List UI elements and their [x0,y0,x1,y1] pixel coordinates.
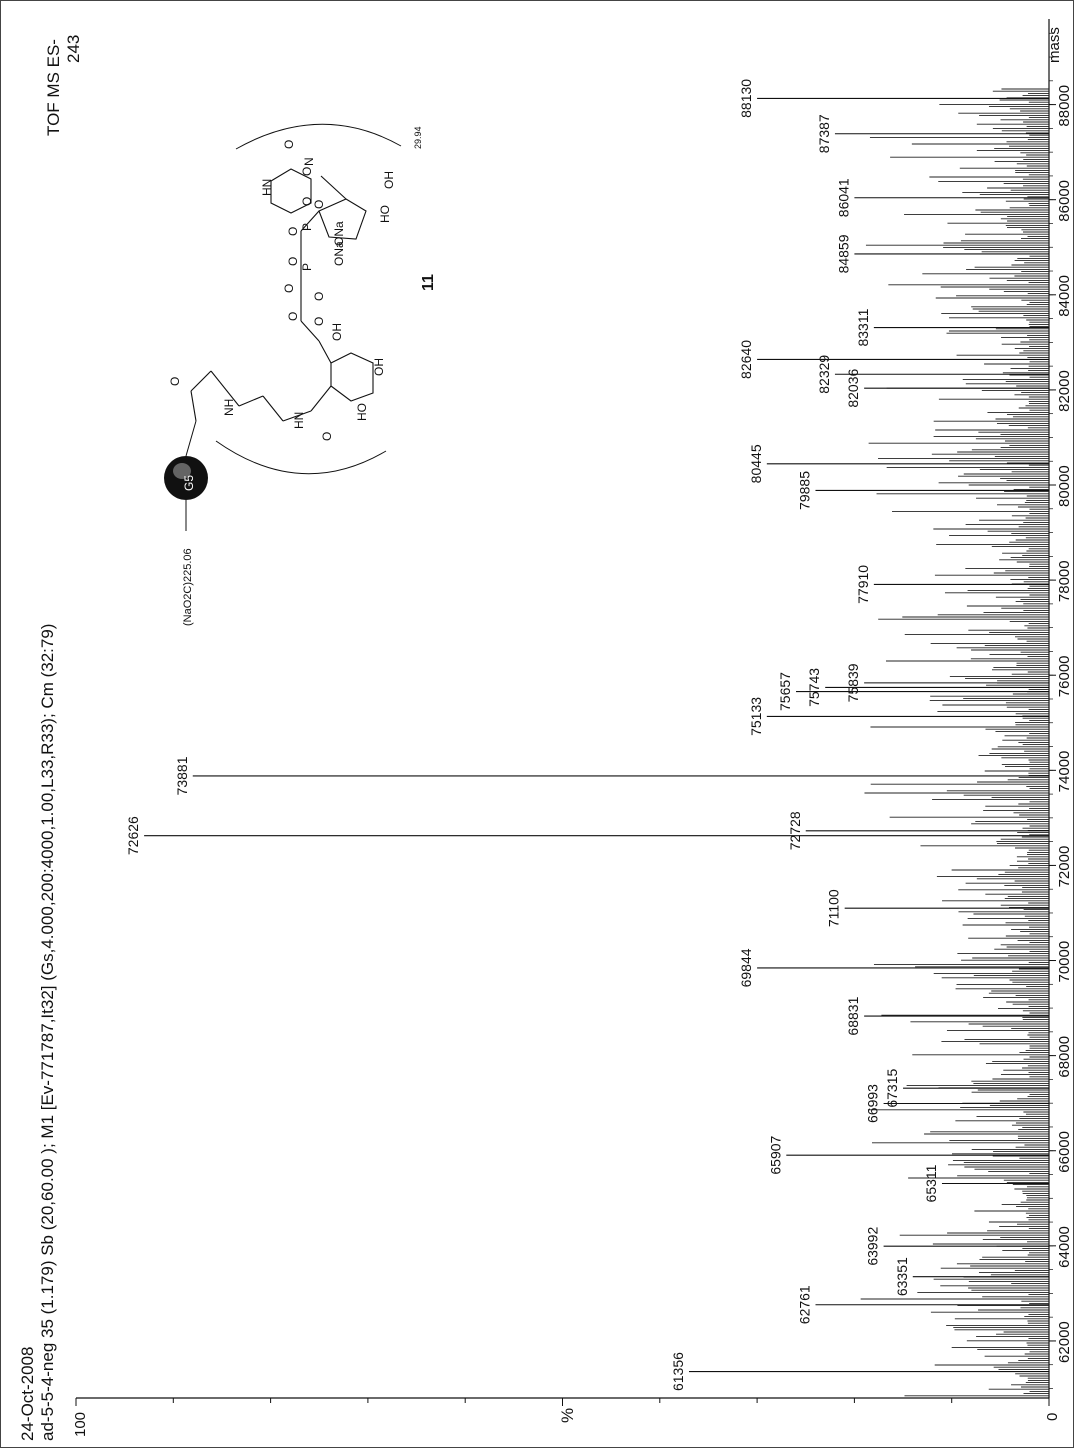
intensity-tick-0: 0 [1044,1413,1061,1421]
structure-atom-label: O [282,140,296,149]
structure-atom-label: ONa [332,241,346,266]
header-count: 243 [64,35,83,63]
mass-tick-label: 84000 [1056,275,1073,317]
intensity-tick-100: 100 [72,1412,89,1437]
mass-tick-label: 68000 [1056,1036,1073,1078]
peak-label: 72728 [787,811,803,850]
peak-label: 84859 [835,234,851,273]
header-instrument: TOF MS ES- [44,39,63,136]
peak-label: 75743 [806,668,822,707]
labeled-peaks: 61356 62761 63351 63992 65311 65907 66993 67315… [125,79,1049,1391]
peak-label: 88130 [738,79,754,118]
structure-atom-label: HO [355,403,369,421]
structure-atom-label: P [300,223,314,231]
mass-tick-label: 86000 [1056,180,1073,222]
mass-ticks: 62000 64000 66000 68000 70000 72000 74000 76000… [1049,32,1073,1389]
header-run-info: ad-5-5-4-neg 35 (1.179) Sb (20,60.00 ); … [38,624,57,1441]
left-group-label: (NaO2C)225.06 [182,548,194,626]
peak-label: 83311 [855,308,871,346]
peak-label: 82036 [845,369,861,408]
peak-label: 86041 [835,178,851,217]
peak-label: 63351 [894,1257,910,1296]
peak-label: 75657 [777,672,793,711]
mass-tick-label: 80000 [1056,465,1073,507]
repeat-count: 29.94 [413,126,423,149]
structure-atom-label: HN [260,179,274,196]
compound-number: 11 [420,274,437,291]
structure-atom-label: NH [222,399,236,416]
header-block: 24-Oct-2008 ad-5-5-4-neg 35 (1.179) Sb (… [18,35,83,1441]
structure-atom-label: OH [382,171,396,189]
header-date: 24-Oct-2008 [18,1347,37,1442]
structure-atom-label: O [168,377,182,386]
mass-tick-label: 88000 [1056,85,1073,127]
structure-atom-label: HO [378,205,392,223]
axes: 100 0 % mass 62000 64000 66000 68000 70000 72… [72,19,1073,1437]
structure-atom-label: O [320,432,334,441]
core-label: G5 [182,475,196,491]
structure-atom-label: HN [292,412,306,429]
peak-label: 72626 [125,816,141,855]
peak-label: 77910 [855,565,871,604]
peak-label: 63992 [865,1227,881,1266]
mass-tick-label: 82000 [1056,370,1073,412]
peak-label: 75839 [845,663,861,702]
structure-atom-label: OH [330,323,344,341]
structure-atom-label: O [286,257,300,266]
peak-label: 73881 [174,756,190,795]
peak-label: 66993 [865,1084,881,1123]
peak-label: 68831 [845,996,861,1035]
intensity-ticks [75,1398,1050,1406]
mass-tick-label: 62000 [1056,1321,1073,1363]
peak-label: 65907 [767,1135,783,1174]
peak-label: 82640 [738,340,754,379]
structure-atom-label: O [286,312,300,321]
peak-label: 62761 [796,1285,812,1324]
peak-label: 67315 [884,1069,900,1108]
mass-tick-label: 70000 [1056,941,1073,983]
structure-atom-label: O [286,227,300,236]
peak-label: 80445 [748,444,764,483]
mass-tick-label: 78000 [1056,560,1073,602]
structure-atom-label: O [312,292,326,301]
structure-atom-label: ONa [332,221,346,246]
repeat-bracket-right [235,123,402,150]
x-axis-label: mass [1046,27,1063,63]
peak-label: 61356 [670,1352,686,1391]
repeat-bracket-left [215,440,387,475]
peak-label: 82329 [816,355,832,394]
structure-atom-label: OH [372,358,386,376]
spectrum-noise [860,88,1049,1397]
structure-atom-label: O [312,200,326,209]
mass-tick-label: 66000 [1056,1131,1073,1173]
peak-label: 65311 [923,1164,939,1202]
structure-atom-label: N [302,157,316,166]
mass-tick-label: 64000 [1056,1226,1073,1268]
mass-tick-label: 74000 [1056,751,1073,793]
peak-label: 75133 [748,697,764,736]
structure-atom-label: O [300,167,314,176]
peak-label: 87387 [816,114,832,153]
mass-tick-label: 76000 [1056,655,1073,697]
peak-label: 71100 [826,889,842,927]
y-axis-label: % [558,1408,577,1423]
structure-atom-label: O [282,284,296,293]
structure-atom-label: O [300,197,314,206]
structure-atom-label: P [300,263,314,271]
mass-tick-label: 72000 [1056,846,1073,888]
structure-atom-label: O [312,317,326,326]
peak-label: 79885 [796,471,812,510]
peak-label: 69844 [738,948,754,987]
